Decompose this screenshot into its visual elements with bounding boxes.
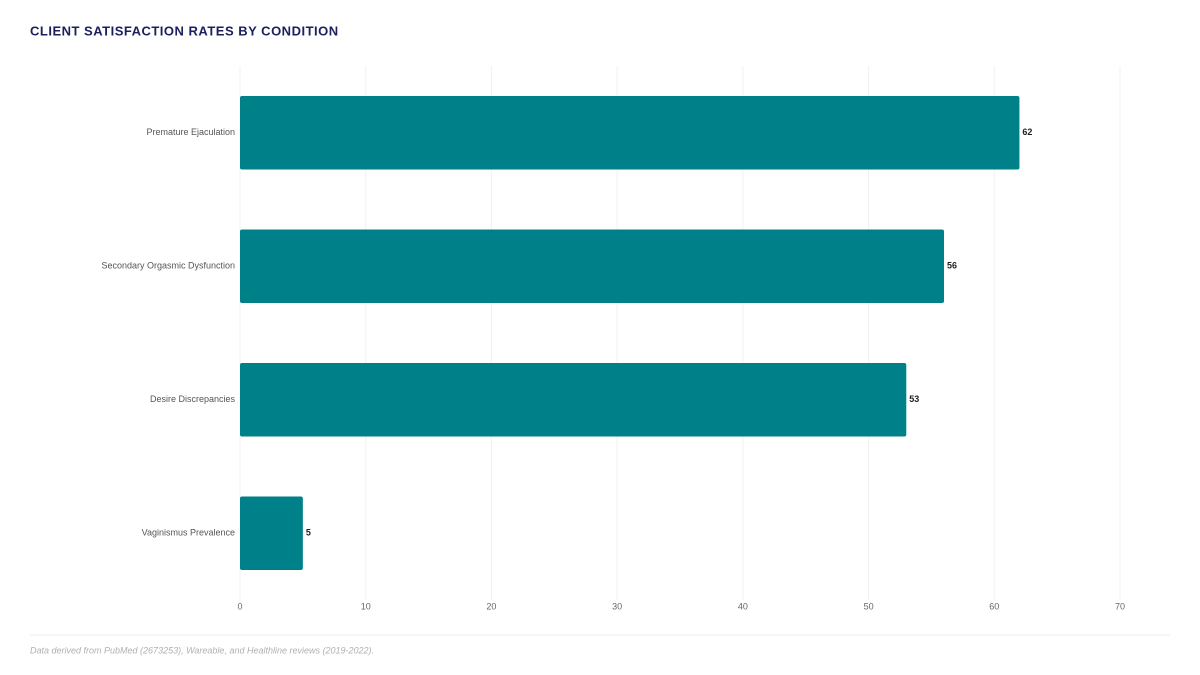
x-tick-label: 50 <box>864 601 874 611</box>
x-tick-label: 10 <box>361 601 371 611</box>
bar <box>240 229 944 303</box>
y-tick-label: Secondary Orgasmic Dysfunction <box>101 261 235 271</box>
value-label: 62 <box>1022 127 1032 137</box>
y-tick-label: Vaginismus Prevalence <box>142 528 235 538</box>
x-tick-label: 70 <box>1115 601 1125 611</box>
bar <box>240 96 1020 170</box>
y-tick-label: Desire Discrepancies <box>150 394 236 404</box>
bar <box>240 363 907 437</box>
bar <box>240 496 303 570</box>
x-tick-label: 40 <box>738 601 748 611</box>
value-label: 5 <box>306 528 311 538</box>
x-tick-label: 30 <box>612 601 622 611</box>
y-tick-label: Premature Ejaculation <box>146 127 235 137</box>
value-label: 56 <box>947 261 957 271</box>
footnote: Data derived from PubMed (2673253), Ware… <box>30 645 374 655</box>
chart-title: CLIENT SATISFACTION RATES BY CONDITION <box>30 23 339 38</box>
x-tick-label: 20 <box>486 601 496 611</box>
value-label: 53 <box>909 394 919 404</box>
x-tick-label: 0 <box>237 601 242 611</box>
x-tick-label: 60 <box>989 601 999 611</box>
